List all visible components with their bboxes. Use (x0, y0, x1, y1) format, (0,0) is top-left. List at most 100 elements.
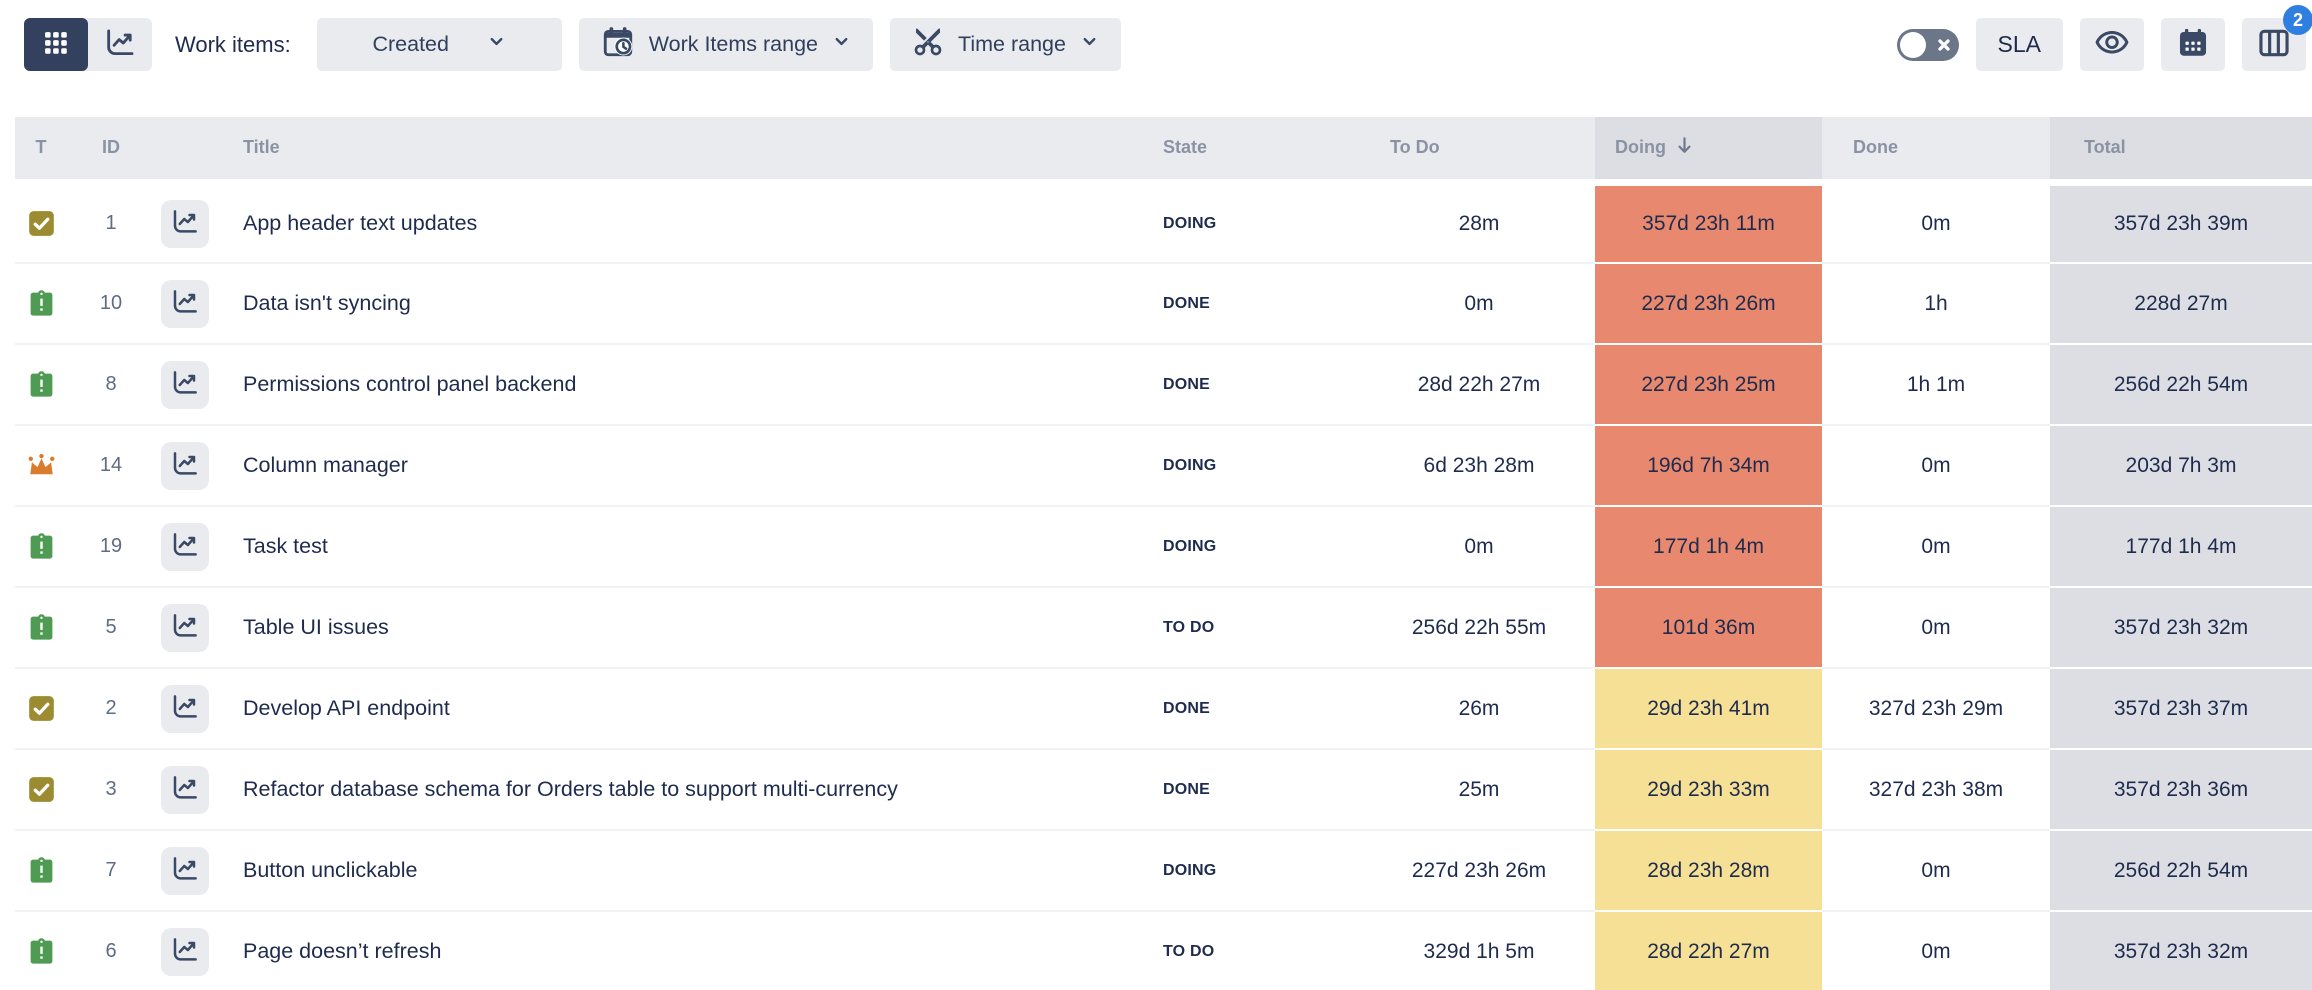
scissors-icon (912, 26, 944, 64)
columns-button[interactable]: 2 (2242, 5, 2312, 71)
time-range-dropdown[interactable]: Time range (890, 18, 1121, 71)
created-dropdown[interactable]: Created (316, 18, 562, 71)
header-id[interactable]: ID (67, 117, 155, 186)
total-time: 203d 7h 3m (2050, 425, 2312, 507)
work-item-id: 8 (67, 344, 155, 426)
row-chart-button[interactable] (161, 441, 209, 490)
line-chart-icon (170, 287, 200, 320)
work-item-type-cell (15, 587, 67, 669)
work-item-id: 2 (67, 668, 155, 750)
toggle-switch-off[interactable] (1896, 29, 1959, 61)
row-chart-button[interactable] (161, 684, 209, 733)
row-chart-button[interactable] (161, 279, 209, 328)
work-item-title[interactable]: Column manager (215, 425, 1138, 507)
work-item-state: DONE (1138, 344, 1363, 426)
work-item-state: DOING (1138, 830, 1363, 912)
line-chart-icon (170, 854, 200, 887)
work-items-tbody: 1 App header text updates DOING 28m 357d 23h… (15, 182, 2312, 990)
work-item-title[interactable]: Task test (215, 506, 1138, 588)
row-chart-cell (155, 911, 215, 990)
header-state[interactable]: State (1138, 117, 1363, 186)
work-item-state: DOING (1138, 506, 1363, 588)
todo-time: 28d 22h 27m (1363, 344, 1595, 426)
line-chart-icon (170, 207, 200, 240)
doing-time: 357d 23h 11m (1595, 182, 1822, 264)
work-item-title[interactable]: Data isn't syncing (215, 263, 1138, 345)
total-time: 228d 27m (2050, 263, 2312, 345)
done-time: 0m (1822, 182, 2050, 264)
chevron-down-icon (487, 32, 506, 57)
task-icon (27, 937, 56, 966)
done-time: 327d 23h 38m (1822, 749, 2050, 831)
line-chart-icon (103, 26, 137, 63)
table-row: 6 Page doesn’t refresh TO DO 329d 1h 5m 28d … (15, 911, 2312, 990)
work-item-state: DONE (1138, 263, 1363, 345)
row-chart-button[interactable] (161, 522, 209, 571)
todo-time: 25m (1363, 749, 1595, 831)
row-chart-cell (155, 749, 215, 831)
todo-time: 26m (1363, 668, 1595, 750)
columns-badge: 2 (2283, 5, 2312, 35)
work-item-type-cell (15, 668, 67, 750)
calendar-button[interactable] (2161, 18, 2225, 71)
total-time: 357d 23h 39m (2050, 182, 2312, 264)
check-icon (27, 209, 56, 238)
header-done[interactable]: Done (1822, 117, 2050, 186)
doing-time: 101d 36m (1595, 587, 1822, 669)
row-chart-button[interactable] (161, 199, 209, 248)
task-icon (27, 856, 56, 885)
row-chart-button[interactable] (161, 927, 209, 976)
line-chart-icon (170, 611, 200, 644)
header-todo[interactable]: To Do (1363, 117, 1595, 186)
header-type[interactable]: T (15, 117, 67, 186)
header-chart (155, 117, 215, 186)
work-item-title[interactable]: Button unclickable (215, 830, 1138, 912)
row-chart-button[interactable] (161, 360, 209, 409)
row-chart-button[interactable] (161, 765, 209, 814)
line-chart-icon (170, 449, 200, 482)
row-chart-cell (155, 263, 215, 345)
row-chart-cell (155, 668, 215, 750)
work-item-title[interactable]: Refactor database schema for Orders tabl… (215, 749, 1138, 831)
work-items-range-dropdown[interactable]: Work Items range (578, 18, 873, 71)
work-item-id: 5 (67, 587, 155, 669)
visibility-button[interactable] (2080, 18, 2144, 71)
chart-view-button[interactable] (88, 18, 152, 71)
todo-time: 6d 23h 28m (1363, 425, 1595, 507)
work-item-id: 3 (67, 749, 155, 831)
doing-time: 29d 23h 33m (1595, 749, 1822, 831)
total-time: 357d 23h 32m (2050, 587, 2312, 669)
table-row: 2 Develop API endpoint DONE 26m 29d 23h 41m 3… (15, 668, 2312, 750)
table-view-button[interactable] (24, 18, 88, 71)
work-item-title[interactable]: Permissions control panel backend (215, 344, 1138, 426)
header-title[interactable]: Title (215, 117, 1138, 186)
done-time: 1h (1822, 263, 2050, 345)
header-total[interactable]: Total (2050, 117, 2312, 186)
work-item-type-cell (15, 344, 67, 426)
cross-icon (1936, 37, 1952, 58)
done-time: 0m (1822, 911, 2050, 990)
work-item-title[interactable]: App header text updates (215, 182, 1138, 264)
line-chart-icon (170, 692, 200, 725)
line-chart-icon (170, 773, 200, 806)
doing-time: 177d 1h 4m (1595, 506, 1822, 588)
row-chart-button[interactable] (161, 603, 209, 652)
chevron-down-icon (1080, 32, 1099, 57)
work-item-state: DONE (1138, 749, 1363, 831)
work-item-title[interactable]: Develop API endpoint (215, 668, 1138, 750)
work-item-type-cell (15, 911, 67, 990)
row-chart-cell (155, 587, 215, 669)
header-doing-label: Doing (1615, 137, 1666, 158)
eye-icon (2094, 25, 2130, 64)
doing-time: 29d 23h 41m (1595, 668, 1822, 750)
table-row: 5 Table UI issues TO DO 256d 22h 55m 101d 36… (15, 587, 2312, 669)
chevron-down-icon (832, 32, 851, 57)
calendar-icon (2176, 26, 2210, 63)
header-doing[interactable]: Doing (1595, 117, 1822, 186)
sla-button[interactable]: SLA (1975, 18, 2063, 71)
total-time: 357d 23h 36m (2050, 749, 2312, 831)
row-chart-button[interactable] (161, 846, 209, 895)
work-item-title[interactable]: Table UI issues (215, 587, 1138, 669)
work-item-state: DONE (1138, 668, 1363, 750)
work-item-title[interactable]: Page doesn’t refresh (215, 911, 1138, 990)
